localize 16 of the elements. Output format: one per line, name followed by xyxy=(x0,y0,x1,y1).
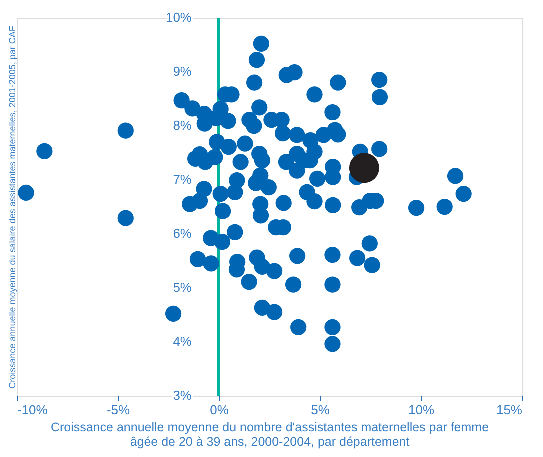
y-tick-label: 10% xyxy=(166,10,192,25)
y-tick-label: 9% xyxy=(173,64,192,79)
y-tick-label: 5% xyxy=(173,280,192,295)
x-tick-label: 10% xyxy=(408,402,435,418)
y-tick-label: 8% xyxy=(173,118,192,133)
y-tick-label: 3% xyxy=(173,388,192,403)
x-tick-label: 15% xyxy=(496,402,523,418)
x-tick-label: -5% xyxy=(106,402,130,418)
y-axis-title: Croissance annuelle moyenne du salaire des assistantes maternelles, 2001-2005, par CAF xyxy=(8,26,18,389)
x-tick-label: 0% xyxy=(210,402,230,418)
x-tick-label: -10% xyxy=(18,402,48,418)
x-tick-label: 5% xyxy=(311,402,330,418)
y-tick-label: 4% xyxy=(173,334,192,349)
y-tick-label: 7% xyxy=(173,172,192,187)
x-axis-title: Croissance annuelle moyenne du nombre d'assistantes maternelles par femme âgée de 20 à 39 ans, 2000-2004, par département xyxy=(50,420,490,449)
y-tick-label: 6% xyxy=(173,226,192,241)
